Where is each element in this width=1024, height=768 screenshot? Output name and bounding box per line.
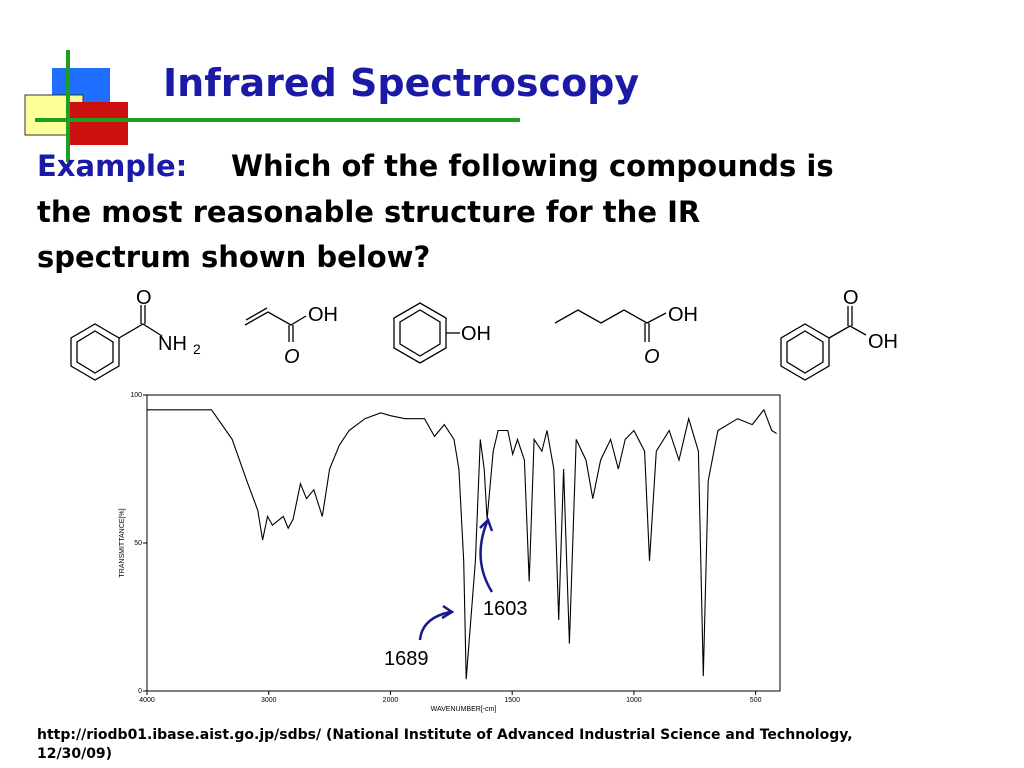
- y-tick-label: 50: [134, 540, 142, 547]
- question-line: the most reasonable structure for the IR: [37, 195, 700, 229]
- x-tick-label: 4000: [139, 697, 155, 704]
- x-tick-label: 500: [750, 697, 762, 704]
- spectrum-line: [147, 408, 777, 680]
- question-line: Which of the following compounds is: [231, 149, 834, 183]
- y-tick-label: 100: [130, 392, 142, 399]
- annotation: 1689: [384, 648, 429, 670]
- annotation: 1603: [483, 598, 528, 620]
- x-tick-label: 1000: [626, 697, 642, 704]
- atom-label: O: [644, 346, 660, 368]
- structure: O NH 2: [70, 287, 201, 381]
- atom-label: OH: [308, 304, 338, 326]
- atom-label: OH: [461, 323, 491, 345]
- y-tick-label: 0: [138, 688, 142, 695]
- question-line: spectrum shown below?: [37, 240, 430, 274]
- x-tick-label: 1500: [504, 697, 520, 704]
- annotation-arrow: [479, 521, 494, 593]
- atom-label: O: [136, 287, 152, 309]
- structure: OH O: [244, 304, 338, 368]
- atom-label: 2: [193, 341, 201, 357]
- structure: OH: [393, 302, 491, 364]
- y-axis-label: TRANSMITTANCE[%]: [119, 508, 126, 577]
- atom-label: O: [843, 287, 859, 309]
- annotation-arrow: [418, 610, 451, 641]
- atom-label: O: [284, 346, 300, 368]
- source-line: 12/30/09): [37, 746, 112, 762]
- x-tick-label: 2000: [383, 697, 399, 704]
- atom-label: NH: [158, 333, 187, 355]
- structure: O OH: [780, 287, 898, 381]
- x-axis-label: WAVENUMBER[-cm]: [431, 706, 497, 713]
- annotation-arrow: [441, 604, 455, 620]
- structure: OH O: [554, 304, 698, 368]
- title: Infrared Spectroscopy: [163, 61, 639, 105]
- x-tick-label: 3000: [261, 697, 277, 704]
- logo-red: [70, 102, 128, 145]
- plot-frame: [146, 394, 781, 692]
- source-line: http://riodb01.ibase.aist.go.jp/sdbs/ (N…: [37, 727, 853, 743]
- atom-label: OH: [668, 304, 698, 326]
- atom-label: OH: [868, 331, 898, 353]
- question-label: Example:: [37, 149, 187, 183]
- annotation-arrow: [479, 517, 494, 532]
